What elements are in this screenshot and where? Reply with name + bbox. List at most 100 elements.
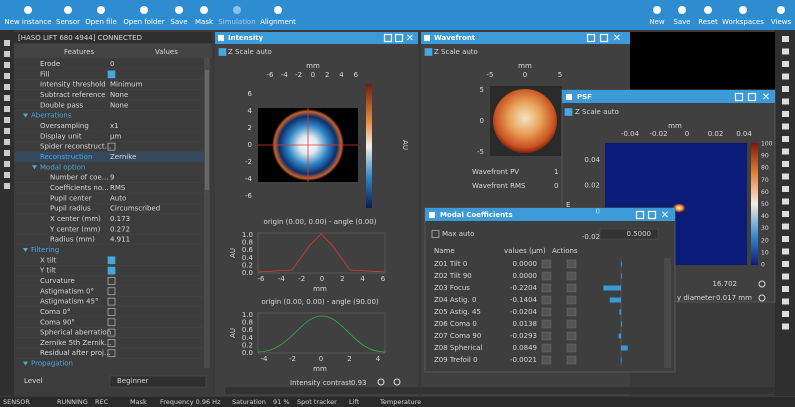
- expand-arrow[interactable]: [32, 165, 37, 170]
- toolbar-icon[interactable]: [97, 6, 105, 14]
- checkbox[interactable]: [107, 318, 116, 327]
- side-icon[interactable]: [4, 172, 10, 178]
- minimize-button[interactable]: [734, 92, 744, 102]
- action-button[interactable]: [566, 283, 577, 293]
- toolbar-icon[interactable]: [64, 6, 72, 14]
- maximize-button[interactable]: [647, 210, 657, 220]
- toolbar-icon[interactable]: [175, 6, 183, 14]
- expand-arrow[interactable]: [23, 247, 28, 252]
- toolbar-icon[interactable]: [24, 6, 32, 14]
- side-icon[interactable]: [782, 323, 789, 330]
- action-button[interactable]: [566, 295, 577, 305]
- action-button[interactable]: [541, 271, 552, 281]
- side-icon[interactable]: [782, 248, 789, 255]
- checkbox[interactable]: [107, 287, 116, 296]
- close-button[interactable]: ✕: [613, 33, 621, 44]
- maximize-button[interactable]: [747, 92, 757, 102]
- toolbar-icon[interactable]: [653, 6, 661, 14]
- checkbox[interactable]: [107, 277, 116, 285]
- toolbar-icon[interactable]: [739, 6, 747, 14]
- checkbox[interactable]: [218, 48, 227, 56]
- checkbox[interactable]: [107, 70, 116, 79]
- close-button[interactable]: ✕: [661, 210, 669, 221]
- action-button[interactable]: [566, 319, 577, 329]
- side-icon[interactable]: [4, 139, 10, 145]
- toolbar-icon[interactable]: [140, 6, 148, 14]
- side-icon[interactable]: [782, 236, 789, 242]
- settings-button[interactable]: [393, 378, 401, 386]
- checkbox[interactable]: [107, 266, 116, 275]
- action-button[interactable]: [541, 343, 552, 353]
- side-icon[interactable]: [782, 198, 789, 205]
- minimize-button[interactable]: [586, 33, 596, 43]
- checkbox[interactable]: [107, 297, 116, 306]
- side-icon[interactable]: [782, 223, 789, 230]
- toolbar-icon[interactable]: [274, 6, 282, 14]
- side-icon[interactable]: [4, 73, 10, 79]
- checkbox[interactable]: [424, 48, 433, 56]
- side-icon[interactable]: [782, 161, 789, 167]
- side-icon[interactable]: [4, 106, 10, 112]
- side-icon[interactable]: [782, 311, 789, 317]
- zoom-button[interactable]: [758, 294, 766, 302]
- side-icon[interactable]: [782, 298, 789, 305]
- side-icon[interactable]: [4, 84, 10, 90]
- checkbox[interactable]: [431, 230, 440, 238]
- action-button[interactable]: [541, 355, 552, 365]
- action-button[interactable]: [566, 307, 577, 317]
- action-button[interactable]: [566, 355, 577, 365]
- side-icon[interactable]: [782, 111, 789, 117]
- side-icon[interactable]: [782, 123, 789, 130]
- close-button[interactable]: ✕: [406, 33, 414, 44]
- side-icon[interactable]: [782, 73, 789, 80]
- action-button[interactable]: [566, 343, 577, 353]
- side-icon[interactable]: [4, 95, 10, 101]
- maximize-button[interactable]: [599, 33, 609, 43]
- action-button[interactable]: [541, 331, 552, 341]
- action-button[interactable]: [566, 331, 577, 341]
- checkbox[interactable]: [107, 339, 116, 347]
- side-icon[interactable]: [4, 40, 10, 46]
- zoom-button[interactable]: [758, 280, 766, 288]
- side-icon[interactable]: [4, 161, 10, 167]
- side-icon[interactable]: [782, 211, 789, 217]
- action-button[interactable]: [566, 271, 577, 281]
- toolbar-icon[interactable]: [678, 6, 686, 14]
- side-icon[interactable]: [782, 98, 789, 105]
- side-icon[interactable]: [4, 150, 10, 156]
- close-button[interactable]: ✕: [762, 92, 770, 103]
- expand-arrow[interactable]: [23, 113, 28, 118]
- side-icon[interactable]: [782, 148, 789, 155]
- action-button[interactable]: [541, 307, 552, 317]
- side-icon[interactable]: [782, 261, 789, 267]
- side-icon[interactable]: [4, 51, 10, 57]
- side-icon[interactable]: [782, 136, 789, 142]
- level-select[interactable]: [109, 375, 207, 388]
- side-icon[interactable]: [4, 183, 10, 189]
- side-icon[interactable]: [782, 186, 789, 192]
- side-icon[interactable]: [782, 173, 789, 180]
- side-icon[interactable]: [4, 117, 10, 123]
- zoom-button[interactable]: [377, 378, 385, 386]
- action-button[interactable]: [566, 259, 577, 269]
- action-button[interactable]: [541, 259, 552, 269]
- action-button[interactable]: [541, 295, 552, 305]
- checkbox[interactable]: [107, 256, 116, 265]
- minimize-button[interactable]: [383, 33, 393, 43]
- side-icon[interactable]: [782, 48, 789, 55]
- maximize-button[interactable]: [394, 33, 404, 43]
- side-icon[interactable]: [782, 286, 789, 292]
- side-icon[interactable]: [782, 86, 789, 92]
- toolbar-icon[interactable]: [777, 6, 785, 14]
- side-icon[interactable]: [4, 62, 10, 68]
- max-input[interactable]: [599, 228, 659, 240]
- toolbar-icon[interactable]: [704, 6, 712, 14]
- expand-arrow[interactable]: [23, 361, 28, 366]
- checkbox[interactable]: [564, 108, 573, 116]
- side-icon[interactable]: [782, 36, 789, 42]
- checkbox[interactable]: [107, 142, 116, 151]
- side-icon[interactable]: [782, 61, 789, 67]
- action-button[interactable]: [541, 319, 552, 329]
- checkbox[interactable]: [107, 349, 116, 358]
- checkbox[interactable]: [107, 308, 116, 316]
